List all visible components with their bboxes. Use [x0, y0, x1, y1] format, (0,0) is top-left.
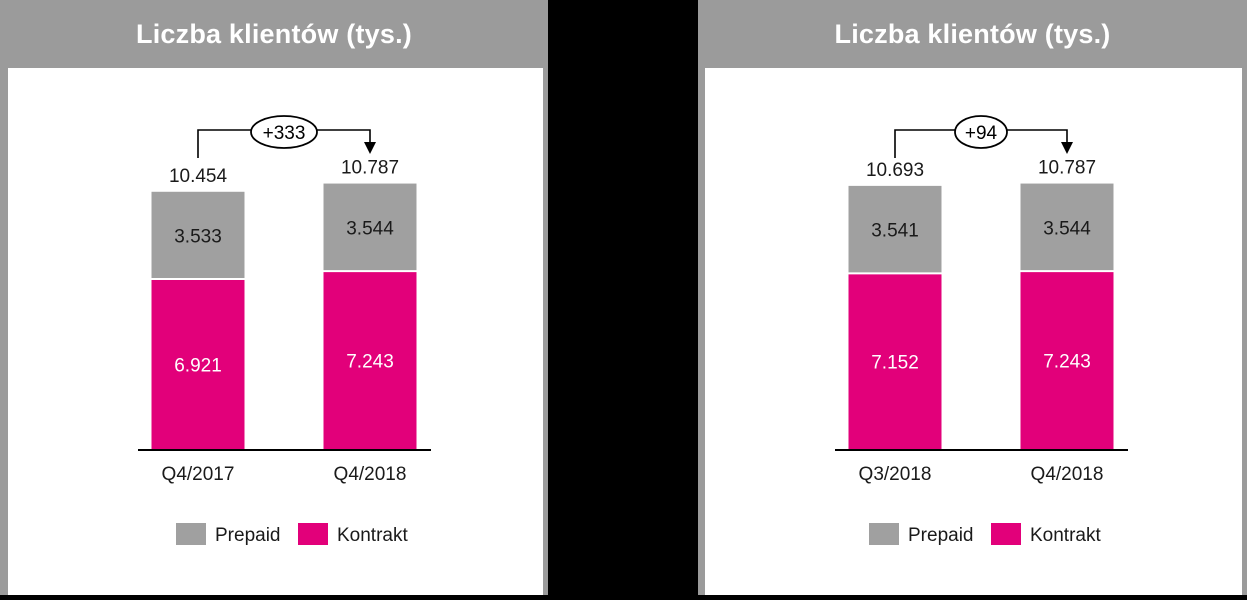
stacked-bar-chart: 7.152 3.541 10.693 Q3/2018 7.243 3.544 10.787 Q… — [835, 115, 1128, 546]
x-tick-label: Q4/2018 — [1031, 464, 1104, 485]
total-label: 10.787 — [341, 158, 399, 179]
total-label: 10.787 — [1038, 158, 1096, 179]
arrow-down-icon — [1061, 142, 1073, 154]
change-oval — [954, 115, 1008, 149]
legend-swatch-kontrakt — [298, 523, 328, 545]
data-label-prepaid: 3.544 — [346, 218, 394, 239]
bar-prepaid — [848, 185, 942, 274]
legend-label-prepaid: Prepaid — [215, 525, 281, 546]
legend-swatch-prepaid — [869, 523, 899, 545]
bar-kontrakt — [323, 271, 417, 450]
data-label-prepaid: 3.541 — [871, 221, 919, 242]
chart-panel-qoq: Liczba klientów (tys.) 7.152 3.541 10.693 Q… — [698, 0, 1247, 595]
x-tick-label: Q4/2017 — [162, 464, 235, 485]
chart-title: Liczba klientów (tys.) — [136, 18, 412, 49]
data-label-prepaid: 3.544 — [1043, 218, 1091, 239]
bar-kontrakt — [848, 273, 942, 450]
bar-prepaid — [1020, 183, 1114, 272]
chart-title: Liczba klientów (tys.) — [834, 18, 1111, 49]
stacked-bar-chart: 6.921 3.533 10.454 Q4/2017 7.243 3.544 10.787 Q… — [138, 115, 431, 546]
total-label: 10.693 — [866, 160, 924, 181]
legend-swatch-prepaid — [176, 523, 206, 545]
data-label-kontrakt: 6.921 — [174, 356, 222, 377]
legend-swatch-kontrakt — [991, 523, 1021, 545]
data-label-kontrakt: 7.243 — [1043, 352, 1091, 373]
chart-panel-yoy: Liczba klientów (tys.) 6.921 3.533 10.454 Q… — [0, 0, 548, 595]
x-tick-label: Q3/2018 — [859, 464, 932, 485]
bar-prepaid — [151, 191, 245, 280]
legend-label-kontrakt: Kontrakt — [1030, 525, 1101, 546]
bar-kontrakt — [1020, 271, 1114, 450]
change-label: +333 — [263, 123, 306, 144]
x-tick-label: Q4/2018 — [334, 464, 407, 485]
legend-label-kontrakt: Kontrakt — [337, 525, 408, 546]
data-label-kontrakt: 7.243 — [346, 352, 394, 373]
data-label-prepaid: 3.533 — [174, 226, 222, 247]
total-label: 10.454 — [169, 166, 228, 187]
arrow-down-icon — [364, 142, 376, 154]
legend-label-prepaid: Prepaid — [908, 525, 974, 546]
change-label: +94 — [965, 123, 998, 144]
data-label-kontrakt: 7.152 — [871, 353, 919, 374]
change-oval — [250, 115, 318, 149]
bar-prepaid — [323, 183, 417, 272]
bar-kontrakt — [151, 279, 245, 450]
